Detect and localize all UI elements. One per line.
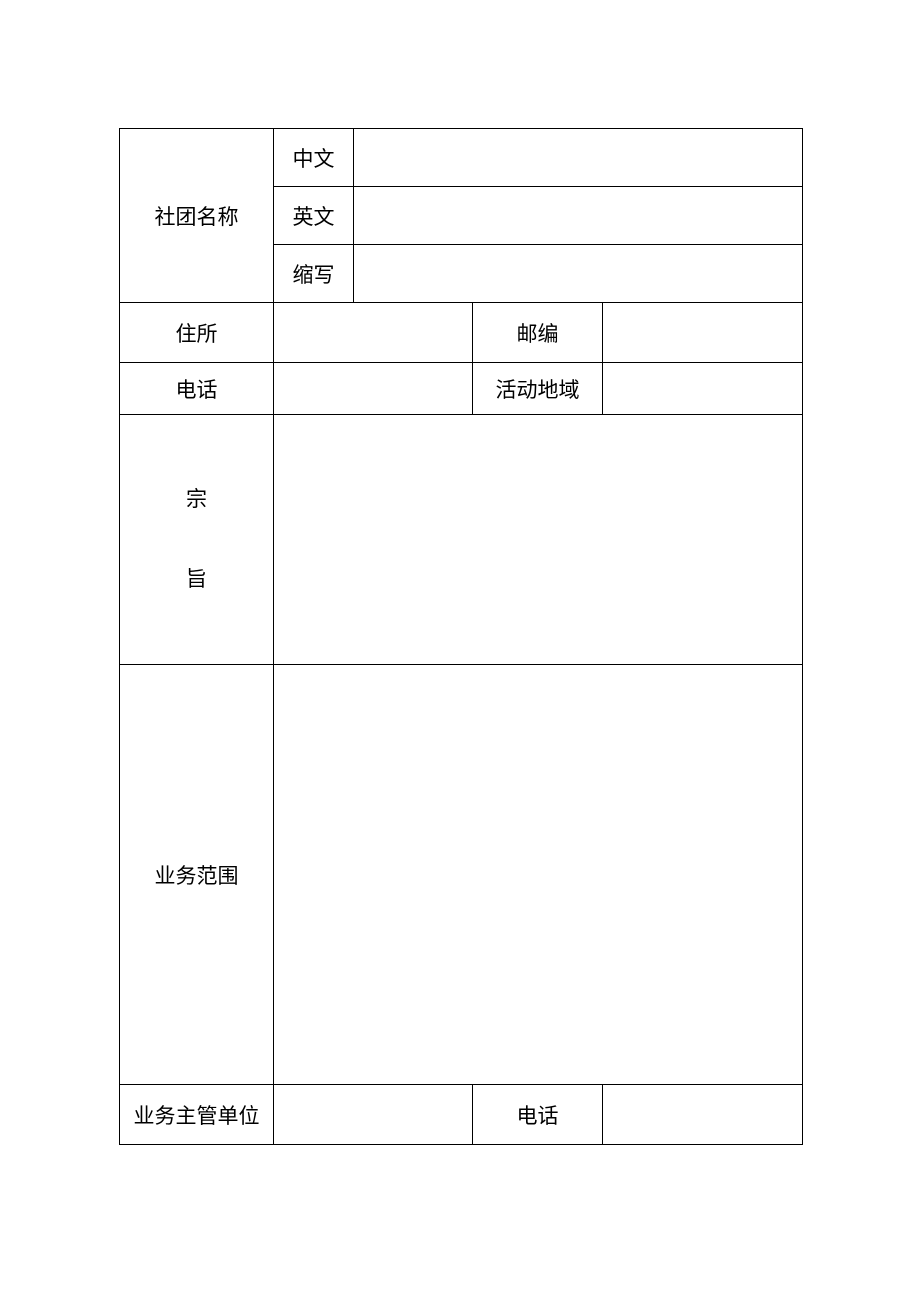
area-value[interactable]	[603, 363, 803, 415]
purpose-value[interactable]	[274, 415, 803, 665]
area-label: 活动地域	[473, 363, 603, 415]
english-name-value[interactable]	[354, 187, 803, 245]
address-label: 住所	[120, 303, 274, 363]
org-name-label: 社团名称	[120, 129, 274, 303]
purpose-char-1: 宗	[120, 460, 273, 540]
abbrev-value[interactable]	[354, 245, 803, 303]
english-label: 英文	[274, 187, 354, 245]
chinese-name-value[interactable]	[354, 129, 803, 187]
scope-value[interactable]	[274, 665, 803, 1085]
registration-form-table: 社团名称 中文 英文 缩写 住所 邮编 电话 活动地域 宗 旨 业务范围 业务主…	[119, 128, 803, 1145]
supervisor-value[interactable]	[274, 1085, 473, 1145]
postcode-label: 邮编	[473, 303, 603, 363]
purpose-label: 宗 旨	[120, 415, 274, 665]
abbrev-label: 缩写	[274, 245, 354, 303]
postcode-value[interactable]	[603, 303, 803, 363]
address-value[interactable]	[274, 303, 473, 363]
supervisor-phone-value[interactable]	[603, 1085, 803, 1145]
scope-label: 业务范围	[120, 665, 274, 1085]
phone-value[interactable]	[274, 363, 473, 415]
phone-label: 电话	[120, 363, 274, 415]
chinese-label: 中文	[274, 129, 354, 187]
supervisor-label: 业务主管单位	[120, 1085, 274, 1145]
purpose-char-2: 旨	[120, 540, 273, 620]
supervisor-phone-label: 电话	[473, 1085, 603, 1145]
